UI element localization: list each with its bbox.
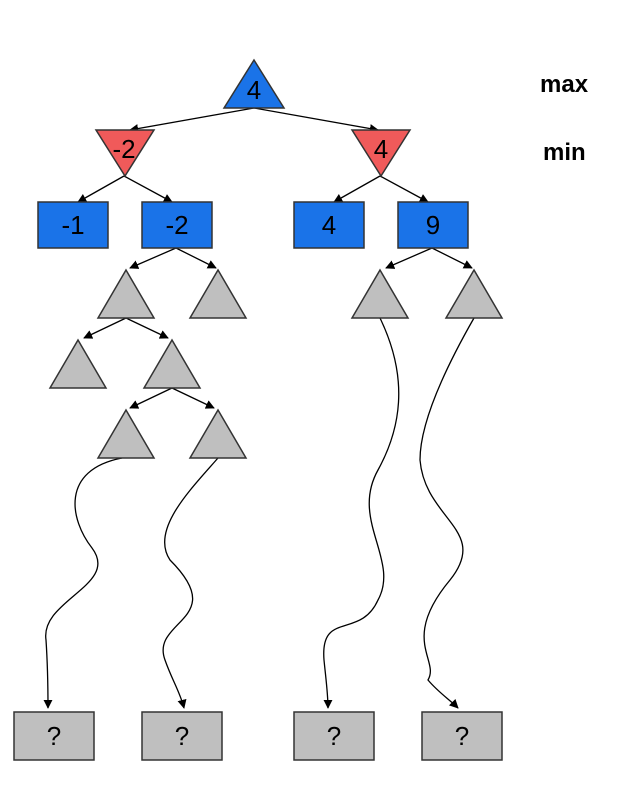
edge-expanded-b	[175, 247, 217, 269]
unknown-leaf-1-value: ?	[47, 721, 61, 751]
wavy-path-2	[162, 457, 219, 709]
min-node-right-value: 4	[374, 134, 388, 164]
leaf-3-value: 4	[322, 210, 336, 240]
unknown-leaf-3: ?	[293, 711, 375, 761]
edge-min-left-leaf-2	[123, 175, 173, 203]
edge-root-min-left	[129, 107, 255, 134]
leaf-node-2: -2	[141, 201, 213, 249]
grey-triangle-1	[96, 268, 156, 319]
unknown-leaf-3-value: ?	[327, 721, 341, 751]
unknown-leaf-4-value: ?	[455, 721, 469, 751]
root-value: 4	[247, 75, 261, 105]
edge-expanded-h	[171, 387, 215, 409]
min-node-right: 4	[350, 129, 412, 178]
edge-expanded-f	[125, 317, 169, 339]
unknown-leaf-2-value: ?	[175, 721, 189, 751]
wavy-path-3	[323, 317, 400, 709]
level-label-min: min	[543, 139, 586, 166]
edge-expanded-c	[385, 247, 433, 269]
edge-min-left-leaf-1	[77, 175, 125, 203]
leaf-4-value: 9	[426, 210, 440, 240]
edge-expanded-a	[129, 247, 177, 269]
leaf-1-value: -1	[61, 210, 84, 240]
min-node-left-value: -2	[112, 134, 135, 164]
grey-triangle-8	[188, 408, 248, 459]
edge-expanded-e	[83, 317, 127, 339]
tree-edges	[43, 107, 475, 709]
unexplored-subtrees	[48, 268, 504, 459]
min-node-left: -2	[94, 129, 156, 178]
wavy-path-1	[43, 457, 123, 709]
unknown-leaf-4: ?	[421, 711, 503, 761]
wavy-path-4	[419, 317, 475, 709]
grey-triangle-6	[142, 338, 202, 389]
level-label-max: max	[540, 71, 589, 98]
grey-triangle-5	[48, 338, 108, 389]
grey-triangle-4	[444, 268, 504, 319]
leaf-node-3: 4	[293, 201, 365, 249]
leaf-node-4: 9	[397, 201, 469, 249]
edge-min-right-leaf-3	[333, 175, 381, 203]
edge-expanded-d	[431, 247, 473, 269]
unknown-leaf-2: ?	[141, 711, 223, 761]
leaf-node-1: -1	[37, 201, 109, 249]
leaf-2-value: -2	[165, 210, 188, 240]
unknown-leaf-1: ?	[13, 711, 95, 761]
edge-expanded-g	[129, 387, 173, 409]
grey-triangle-3	[350, 268, 410, 319]
edge-min-right-leaf-4	[379, 175, 429, 203]
grey-triangle-7	[96, 408, 156, 459]
grey-triangle-2	[188, 268, 248, 319]
root-max-node: 4	[222, 58, 286, 109]
edge-root-min-right	[253, 107, 379, 134]
